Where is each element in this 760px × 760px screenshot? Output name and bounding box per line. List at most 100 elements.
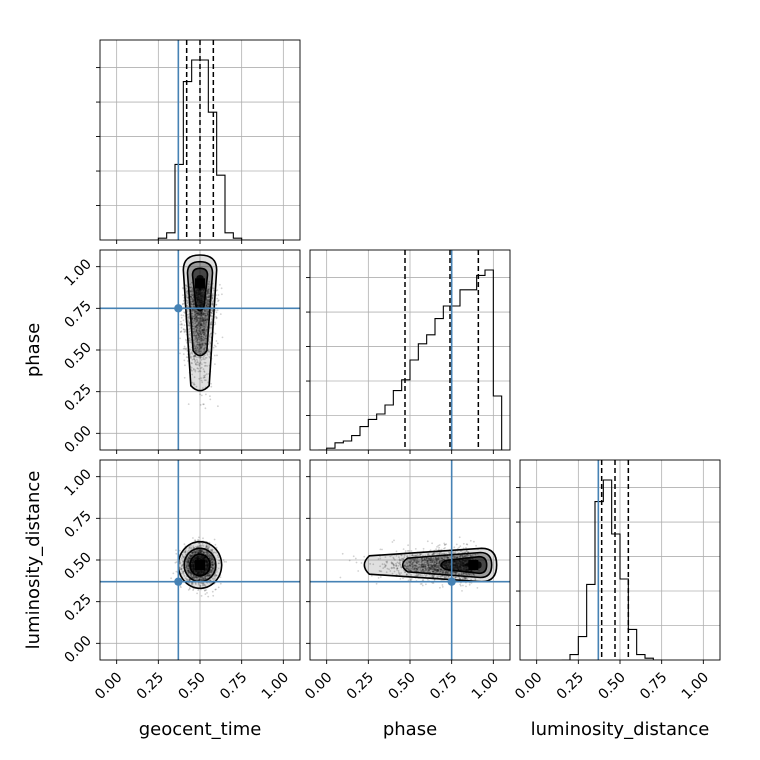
- contour-line: [191, 267, 209, 312]
- scatter-point: [205, 393, 207, 396]
- scatter-point: [217, 556, 220, 559]
- scatter-point: [191, 293, 193, 296]
- scatter-point: [198, 338, 201, 340]
- scatter-point: [197, 327, 200, 329]
- scatter-point: [202, 552, 205, 555]
- scatter-point: [201, 319, 204, 321]
- scatter-point: [208, 546, 210, 549]
- scatter-point: [435, 557, 437, 560]
- scatter-point: [207, 292, 210, 294]
- scatter-point: [189, 356, 192, 358]
- scatter-point: [188, 339, 191, 342]
- scatter-point: [201, 329, 204, 331]
- scatter-point: [193, 320, 196, 322]
- scatter-point: [199, 324, 202, 327]
- scatter-point: [204, 319, 207, 321]
- scatter-point: [196, 549, 199, 552]
- scatter-point: [435, 564, 438, 567]
- scatter-point: [442, 569, 444, 572]
- scatter-point: [206, 318, 209, 320]
- scatter-point: [205, 297, 208, 299]
- scatter-point: [197, 333, 200, 336]
- scatter-point: [427, 561, 429, 564]
- scatter-point: [436, 569, 438, 571]
- scatter-point: [411, 566, 414, 569]
- scatter-point: [206, 551, 209, 554]
- scatter-point: [205, 318, 208, 321]
- scatter-point: [389, 555, 392, 558]
- density-fill: [183, 255, 217, 391]
- scatter-point: [433, 560, 435, 563]
- scatter-point: [207, 553, 210, 555]
- scatter-point: [211, 563, 214, 566]
- scatter-point: [199, 325, 201, 327]
- scatter-point: [406, 555, 409, 557]
- scatter-point: [194, 576, 196, 579]
- scatter-point: [200, 576, 203, 579]
- scatter-point: [196, 335, 198, 337]
- scatter-point: [192, 296, 195, 298]
- scatter-point: [198, 576, 201, 579]
- scatter-point: [191, 552, 194, 555]
- scatter-point: [212, 564, 215, 567]
- scatter-point: [189, 324, 191, 327]
- scatter-point: [195, 315, 198, 317]
- scatter-point: [204, 329, 206, 331]
- scatter-point: [432, 570, 435, 573]
- scatter-point: [188, 330, 191, 333]
- scatter-point: [208, 554, 211, 556]
- scatter-point: [199, 311, 201, 313]
- scatter-point: [181, 572, 184, 574]
- scatter-point: [202, 356, 205, 359]
- scatter-point: [408, 569, 411, 572]
- scatter-point: [206, 353, 209, 356]
- scatter-point: [189, 571, 192, 574]
- scatter-point: [411, 564, 414, 567]
- scatter-point: [194, 361, 196, 363]
- scatter-point: [175, 552, 178, 555]
- scatter-point: [189, 574, 192, 577]
- scatter-point: [434, 568, 437, 571]
- scatter-point: [194, 550, 197, 553]
- scatter-point: [433, 569, 436, 571]
- scatter-point: [202, 331, 205, 334]
- scatter-point: [422, 565, 425, 568]
- scatter-point: [211, 310, 214, 313]
- scatter-point: [203, 317, 206, 319]
- scatter-point: [210, 566, 213, 569]
- scatter-point: [399, 561, 401, 563]
- scatter-point: [217, 405, 219, 408]
- scatter-point: [194, 310, 197, 313]
- scatter-point: [187, 549, 190, 552]
- scatter-point: [432, 559, 434, 562]
- scatter-point: [199, 549, 202, 552]
- scatter-point: [199, 345, 202, 347]
- scatter-point: [436, 557, 439, 560]
- scatter-point: [185, 565, 188, 568]
- density-layer: [177, 254, 224, 410]
- scatter-point: [196, 339, 199, 341]
- scatter-point: [423, 565, 426, 568]
- scatter-point: [194, 317, 196, 319]
- scatter-point: [421, 568, 424, 571]
- scatter-point: [212, 551, 215, 554]
- scatter-point: [432, 564, 435, 566]
- density-layer: [339, 536, 498, 592]
- scatter-point: [202, 326, 205, 328]
- scatter-point: [200, 324, 203, 327]
- scatter-point: [433, 561, 436, 563]
- scatter-point: [201, 326, 204, 329]
- scatter-point: [190, 573, 192, 576]
- scatter-point: [191, 362, 193, 365]
- scatter-point: [430, 565, 432, 567]
- scatter-point: [455, 571, 458, 574]
- scatter-point: [215, 552, 217, 554]
- scatter-point: [206, 352, 209, 354]
- scatter-point: [210, 385, 213, 388]
- scatter-point: [187, 556, 190, 559]
- scatter-point: [197, 334, 200, 336]
- scatter-point: [181, 557, 183, 560]
- scatter-point: [206, 300, 208, 303]
- scatter-point: [185, 578, 188, 580]
- scatter-point: [214, 574, 217, 577]
